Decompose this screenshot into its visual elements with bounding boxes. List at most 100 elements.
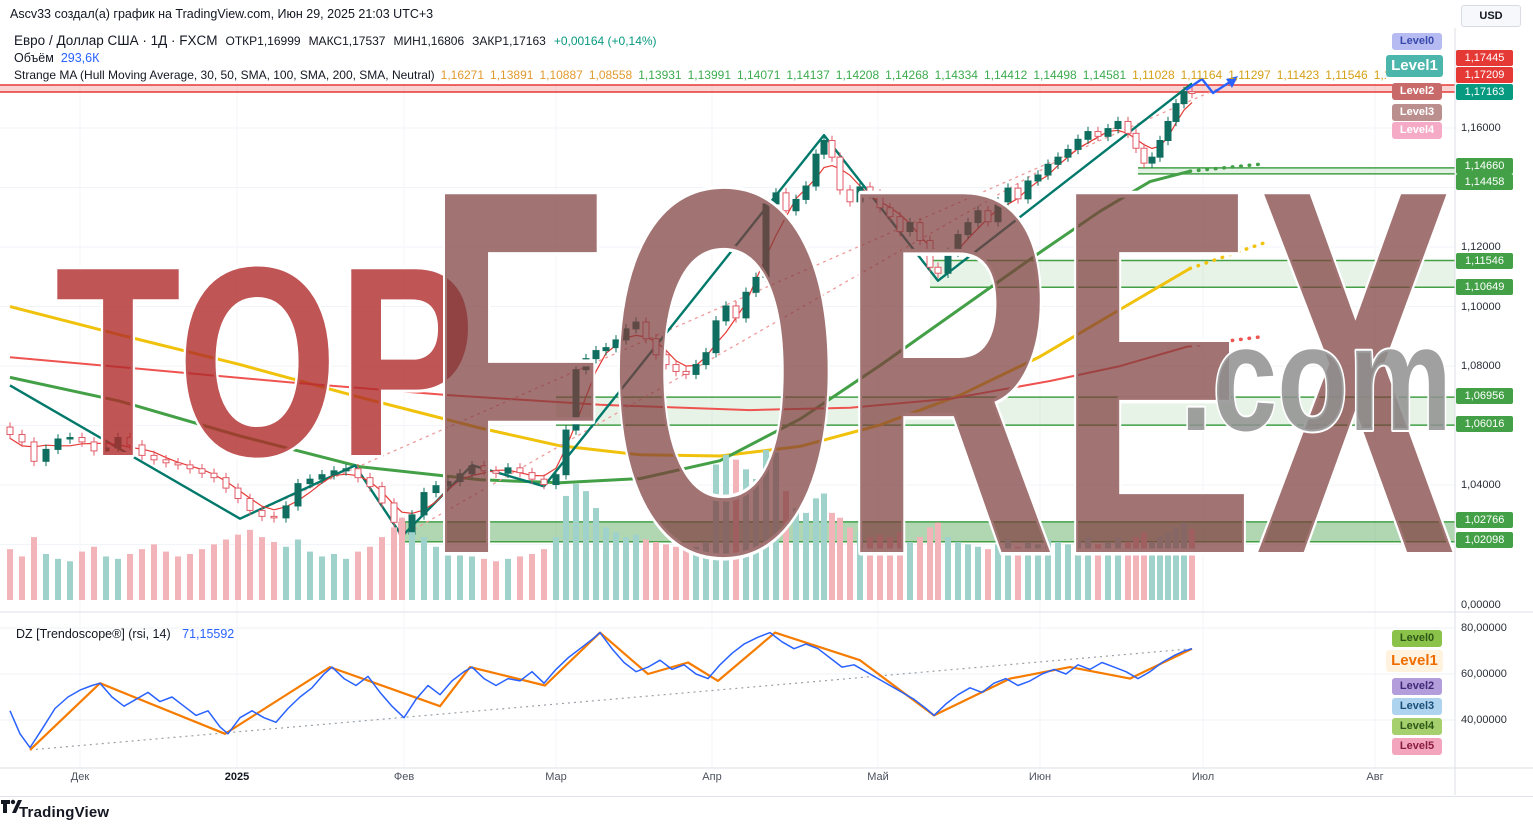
level-badge[interactable]: Level0: [1392, 33, 1442, 50]
price-axis-label: 1,10000: [1461, 301, 1501, 313]
rsi-indicator-title[interactable]: DZ [Trendoscope®] (rsi, 14): [16, 627, 171, 641]
ohlc-field-value: 1,16999: [257, 34, 301, 48]
volume-bars: [7, 449, 1195, 600]
ma-legend-row: Strange MA (Hull Moving Average, 30, 50,…: [14, 68, 1386, 82]
watermark-forex: FOREX: [425, 82, 1456, 663]
ma-value: 1,14208: [835, 68, 880, 82]
time-axis-label: Дек: [70, 771, 90, 783]
price-badge: 1,14458: [1456, 174, 1513, 190]
level-badge[interactable]: Level3: [1392, 698, 1442, 715]
price-axis-label: 0,00000: [1461, 599, 1501, 611]
time-axis-label: Мар: [545, 771, 567, 783]
footer-bar: TradingView: [0, 796, 1533, 828]
ma-value: 1,14071: [737, 68, 781, 82]
price-badge: 1,17445: [1456, 50, 1513, 66]
price-badge: 1,06956: [1456, 388, 1513, 404]
ma-value: 1,13991: [687, 68, 731, 82]
time-axis-label: Фев: [393, 771, 415, 783]
price-badge: 1,17163: [1456, 84, 1513, 100]
ohlc-field: ЗАКР1,17163: [472, 34, 546, 48]
level-badge[interactable]: Level2: [1392, 678, 1442, 695]
ohlc-field: МИН1,16806: [393, 34, 464, 48]
symbol-legend-row: Евро / Доллар США · 1Д · FXCM ОТКР1,1699…: [14, 33, 657, 48]
ma-value: 1,14412: [983, 68, 1028, 82]
price-change: +0,00164 (+0,14%): [553, 34, 657, 48]
price-badge: 1,17209: [1456, 67, 1513, 83]
currency-button[interactable]: USD: [1461, 5, 1521, 27]
price-axis-label: 1,16000: [1461, 122, 1501, 134]
volume-value: 293,6К: [60, 51, 100, 65]
ma-value: 1,16271: [440, 68, 485, 82]
level-badge[interactable]: Level4: [1392, 718, 1442, 735]
ma-value: 1,14334: [934, 68, 978, 82]
price-axis-label: 1,12000: [1461, 241, 1501, 253]
ma-value: 1,08558: [588, 68, 633, 82]
ma-value: 1,14498: [1033, 68, 1077, 82]
ma-value: 1,11423: [1276, 68, 1320, 82]
ma-value: 1,13931: [638, 68, 682, 82]
ohlc-field-value: 1,17163: [502, 34, 546, 48]
price-badge: 1,10649: [1456, 279, 1513, 295]
time-axis-label: Июн: [1028, 771, 1052, 783]
ma-values: 1,16271 1,13891 1,10887 1,08558 1,13931 1,139…: [435, 68, 1386, 82]
ohlc-fields: ОТКР1,16999 МАКС1,17537 МИН1,16806 ЗАКР1,17…: [218, 33, 546, 48]
symbol-title[interactable]: Евро / Доллар США · 1Д · FXCM: [14, 33, 218, 48]
price-axis-label: 80,00000: [1461, 622, 1507, 634]
ma-value: 1,14137: [786, 68, 830, 82]
price-badge: 1,06016: [1456, 416, 1513, 432]
time-axis-label: Авг: [1366, 771, 1384, 783]
ma-value: 1,10887: [539, 68, 583, 82]
ohlc-field-label: МАКС: [308, 34, 343, 48]
ohlc-field: МАКС1,17537: [309, 34, 386, 48]
ma-value: 1,14268: [885, 68, 929, 82]
level-badge[interactable]: Level4: [1392, 122, 1442, 139]
ma-indicator-title[interactable]: Strange MA (Hull Moving Average, 30, 50,…: [14, 68, 435, 82]
tradingview-brand[interactable]: TradingView: [19, 804, 110, 821]
price-axis-label: 60,00000: [1461, 668, 1507, 680]
level-badge[interactable]: Level1: [1386, 650, 1443, 672]
time-axis-label: Июл: [1191, 771, 1215, 783]
price-badge: 1,02098: [1456, 532, 1513, 548]
ma-value: 1,11297: [1228, 68, 1271, 82]
watermark-top: TOP: [55, 212, 475, 513]
ohlc-field-value: 1,16806: [420, 34, 465, 48]
ma-value: 1,11028: [1132, 68, 1175, 82]
trend-arrow: [1185, 76, 1238, 95]
price-axis-label: 1,04000: [1461, 479, 1501, 491]
time-axis-label: Апр: [702, 771, 722, 783]
price-badge: 1,14660: [1456, 158, 1513, 174]
price-badge: 1,02766: [1456, 512, 1513, 528]
ohlc-field-label: МИН: [393, 34, 421, 48]
price-axis-label: 40,00000: [1461, 714, 1507, 726]
ohlc-field: ОТКР1,16999: [226, 34, 301, 48]
level-badge[interactable]: Level1: [1386, 55, 1443, 77]
ohlc-field-label: ОТКР: [225, 34, 258, 48]
watermark-com: .com: [1180, 294, 1452, 462]
pane-separators: [0, 0, 1533, 795]
price-axis-label: 1,08000: [1461, 360, 1501, 372]
chart-attribution-bar: Ascv33 создал(а) график на TradingView.c…: [0, 0, 1533, 28]
volume-label[interactable]: Объём: [14, 51, 54, 65]
rsi-legend-row: DZ [Trendoscope®] (rsi, 14) 71,15592: [16, 627, 234, 641]
level-badge[interactable]: Level3: [1392, 104, 1442, 121]
ma-value: 1,13891: [490, 68, 534, 82]
level-badge[interactable]: Level0: [1392, 630, 1442, 647]
ma-value: 1,11671: [1373, 68, 1386, 82]
ohlc-field-value: 1,17537: [342, 34, 386, 48]
time-axis-label: 2025: [224, 771, 250, 783]
level-badge[interactable]: Level2: [1392, 83, 1442, 100]
level-badge[interactable]: Level5: [1392, 738, 1442, 755]
price-badge: 1,11546: [1456, 253, 1513, 269]
attribution-text: Ascv33 создал(а) график на TradingView.c…: [10, 7, 434, 21]
ohlc-field-label: ЗАКР: [472, 34, 503, 48]
time-axis-label: Май: [867, 771, 889, 783]
ma-value: 1,14581: [1082, 68, 1127, 82]
ma-value: 1,11546: [1325, 68, 1368, 82]
ma-value: 1,11164: [1180, 68, 1223, 82]
rsi-value: 71,15592: [182, 627, 235, 641]
volume-legend-row: Объём 293,6К: [14, 51, 99, 65]
